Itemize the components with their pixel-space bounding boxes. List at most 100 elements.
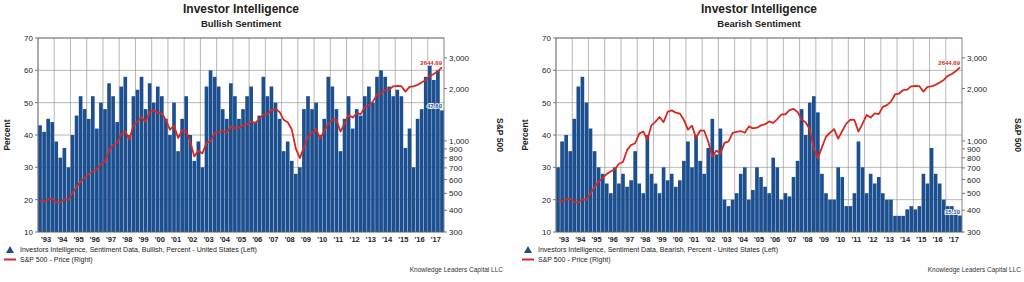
bar: [678, 180, 682, 232]
plot-frame: [556, 38, 962, 232]
y-tick: [553, 38, 556, 39]
y-tick: [35, 167, 38, 168]
x-tick-label: '96: [90, 235, 100, 244]
bar: [666, 180, 670, 232]
bar: [164, 119, 168, 232]
y-tick-label: 20: [542, 196, 551, 205]
y-axis-label: Percent: [520, 119, 530, 150]
bar: [253, 122, 257, 232]
y-tick-label: 20: [24, 196, 33, 205]
bar: [808, 103, 812, 232]
bar: [152, 103, 156, 232]
y-grid-line: [556, 135, 962, 136]
y-tick-label: 70: [542, 34, 551, 43]
bar: [331, 87, 335, 233]
y2-tick: [444, 157, 447, 158]
y2-axis-label: S&P 500: [495, 118, 505, 152]
x-tick-label: '16: [933, 235, 943, 244]
bar: [617, 184, 621, 233]
x-tick-label: '94: [575, 235, 586, 244]
bar: [83, 109, 87, 232]
bar: [889, 200, 893, 232]
legend-label: Investors Intelligence, Sentiment Data, …: [20, 246, 257, 254]
bar: [686, 141, 690, 232]
y2-tick-label: 900: [967, 145, 981, 154]
bar: [739, 174, 743, 232]
bar: [217, 87, 221, 233]
y2-tick: [962, 210, 965, 211]
bar: [572, 119, 576, 232]
y2-tick: [962, 140, 965, 141]
bar: [282, 151, 286, 232]
y2-tick: [962, 232, 965, 233]
y2-tick: [962, 88, 965, 89]
bar: [930, 148, 934, 232]
bar: [690, 167, 694, 232]
bar: [103, 109, 107, 232]
bar: [245, 96, 249, 232]
x-tick-label: '09: [819, 235, 829, 244]
bar: [38, 125, 42, 232]
x-tick-label: '15: [916, 235, 926, 244]
bar: [682, 161, 686, 232]
x-tick-label: '13: [366, 235, 376, 244]
y-tick: [553, 199, 556, 200]
bar: [824, 193, 828, 232]
bar: [694, 135, 698, 232]
bar: [355, 109, 359, 232]
y2-tick: [962, 57, 965, 58]
bar: [792, 177, 796, 232]
x-tick-label: '07: [786, 235, 796, 244]
x-tick-label: '14: [900, 235, 911, 244]
x-tick-label: '16: [415, 235, 425, 244]
bar: [416, 119, 420, 232]
bar: [897, 216, 901, 232]
legend-marker: [6, 246, 14, 253]
y-tick-label: 30: [542, 163, 551, 172]
bar: [408, 129, 412, 232]
bar: [605, 184, 609, 233]
x-tick-label: '94: [57, 235, 68, 244]
bar: [747, 200, 751, 232]
bar: [625, 187, 629, 232]
bar: [257, 116, 261, 232]
bar: [42, 132, 46, 232]
bar: [428, 64, 432, 232]
x-tick-label: '17: [949, 235, 959, 244]
bar: [241, 109, 245, 232]
x-grid-line: [897, 38, 898, 232]
bar: [646, 135, 650, 232]
chart-panel: Investor IntelligenceBearish Sentiment10…: [520, 2, 1023, 274]
x-tick-label: '96: [608, 235, 618, 244]
bar: [359, 116, 363, 232]
bar: [909, 206, 913, 232]
x-tick-label: '95: [592, 235, 602, 244]
y2-axis-label: S&P 500: [1013, 118, 1023, 152]
bar: [205, 87, 209, 233]
y-tick: [553, 232, 556, 233]
source: Knowledge Leaders Capital LLC: [928, 266, 1022, 274]
legend-label: S&P 500 - Price (Right): [20, 256, 93, 264]
bar: [593, 151, 597, 232]
y-tick-label: 50: [542, 99, 551, 108]
y2-tick: [962, 148, 965, 149]
y2-tick-label: 500: [449, 189, 463, 198]
y2-tick: [444, 88, 447, 89]
bar: [621, 174, 625, 232]
y2-tick-label: 600: [967, 176, 981, 185]
y2-tick: [444, 167, 447, 168]
bar: [775, 167, 779, 232]
y-tick: [553, 70, 556, 71]
y-tick: [35, 70, 38, 71]
bar: [367, 87, 371, 233]
bar: [79, 96, 83, 232]
x-grid-line: [913, 38, 914, 232]
bar: [564, 135, 568, 232]
bar: [637, 184, 641, 233]
bar: [710, 119, 714, 232]
y2-tick-label: 700: [449, 164, 463, 173]
bar: [119, 87, 123, 233]
x-tick-label: '93: [559, 235, 569, 244]
line-series: [558, 67, 960, 202]
y2-tick: [444, 179, 447, 180]
